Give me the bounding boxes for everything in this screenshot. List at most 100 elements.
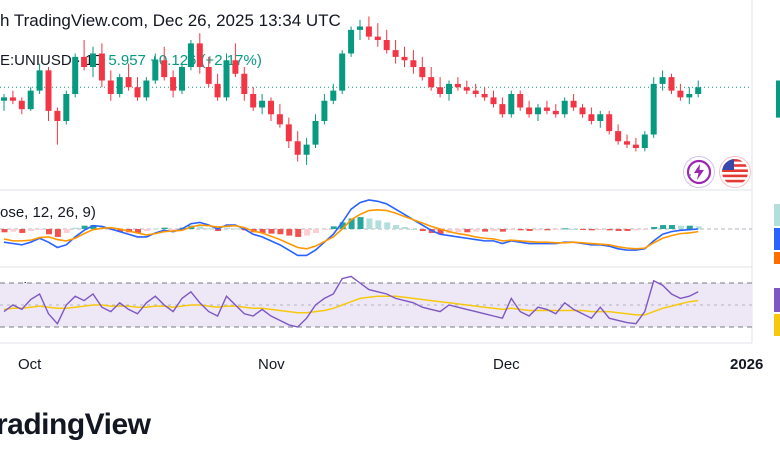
macd-hist-axis-tag [774, 204, 780, 226]
lightning-badge-icon[interactable] [683, 156, 715, 188]
candle-body [632, 144, 639, 148]
candle-body [18, 100, 25, 110]
macd-histogram-bar [615, 229, 622, 231]
macd-histogram-bar [197, 226, 204, 229]
candle-body [250, 94, 257, 108]
macd-histogram-bar [651, 227, 658, 229]
macd-histogram-bar [215, 229, 222, 231]
macd-histogram-bar [170, 229, 177, 230]
candle-body [116, 77, 123, 94]
macd-histogram-bar [54, 229, 61, 237]
candle-body [348, 29, 355, 54]
candle-body [454, 83, 461, 88]
macd-histogram-bar [642, 229, 649, 230]
macd-histogram-bar [348, 218, 355, 229]
candle-body [624, 141, 630, 145]
macd-histogram-bar [277, 229, 284, 235]
candle-body [776, 80, 780, 118]
candle-body [259, 100, 266, 108]
macd-histogram-bar [135, 229, 141, 233]
candle-body [268, 100, 274, 115]
macd-histogram-bar [330, 226, 337, 229]
rsi-ma-axis-tag [774, 314, 780, 336]
macd-histogram-bar [366, 218, 373, 229]
macd-histogram-bar [339, 222, 346, 229]
macd-histogram-bar [669, 225, 675, 229]
rsi-ma-line [3, 295, 699, 316]
macd-histogram-bar [580, 229, 586, 230]
macd-histogram-bar [686, 225, 693, 229]
macd-histogram-bar [437, 229, 444, 235]
candle-body [27, 90, 34, 110]
x-tick-dec: Dec [493, 356, 520, 373]
candle-body [72, 56, 79, 94]
macd-histogram-bar [393, 225, 400, 229]
macd-histogram-bar [660, 225, 667, 229]
macd-histogram-bar [304, 229, 311, 236]
macd-legend-label: ose, 12, 26, 9) [0, 204, 96, 221]
macd-histogram-bar [117, 229, 124, 232]
macd-histogram-bar [143, 229, 150, 231]
candle-body [339, 53, 346, 91]
macd-histogram-bar [526, 229, 533, 231]
macd-histogram-bar [508, 229, 515, 230]
candle-body [401, 56, 408, 61]
candle-body [543, 107, 550, 111]
candle-body [152, 60, 159, 81]
price-value: 5.957 [108, 52, 146, 69]
candle-body [54, 110, 61, 121]
macd-histogram-bar [464, 229, 471, 233]
macd-histogram-bar [499, 229, 506, 232]
candle-body [241, 73, 248, 94]
candle-body [668, 77, 675, 91]
candle-body [615, 131, 622, 142]
macd-histogram-bar [517, 229, 524, 231]
macd-histogram-bar [695, 226, 702, 229]
rsi-axis-tag [774, 288, 780, 312]
candle-body [357, 26, 363, 30]
candle-body [107, 80, 114, 94]
candle-body [214, 83, 221, 98]
candle-body [98, 53, 105, 81]
candle-body [45, 70, 52, 111]
macd-histogram-bar [357, 217, 364, 229]
macd-histogram-bar [268, 229, 275, 234]
candle-body [143, 80, 150, 98]
candle-body [276, 114, 283, 125]
macd-histogram-bar [473, 229, 480, 232]
macd-histogram-bar [677, 225, 684, 229]
macd-histogram-bar [571, 229, 578, 230]
candle-body [428, 77, 435, 88]
candle-body [374, 36, 381, 40]
macd-histogram-bar [491, 229, 497, 231]
candle-body [410, 60, 417, 67]
candle-body [499, 104, 506, 115]
macd-histogram-bar [81, 225, 88, 229]
macd-histogram-bar [384, 222, 391, 229]
candle-body [695, 87, 702, 94]
candle-body [588, 114, 595, 121]
macd-histogram-bar [152, 228, 159, 230]
candle-body [463, 87, 470, 91]
candle-body [508, 94, 515, 115]
macd-histogram-bar [28, 229, 35, 231]
candle-body [232, 60, 239, 74]
signal-axis-tag [774, 252, 780, 264]
tradingview-logo-text: radingView [0, 408, 151, 441]
us-flag-icon[interactable] [719, 156, 751, 188]
candle-body [677, 90, 684, 98]
candle-body [303, 144, 310, 155]
candle-body [597, 114, 604, 121]
candle-body [383, 40, 390, 51]
macd-histogram-bar [313, 229, 319, 233]
macd-histogram-bar [597, 229, 604, 230]
macd-histogram-bar [161, 227, 168, 229]
candle-body [517, 94, 524, 108]
candle-body [579, 107, 586, 115]
candle-body [187, 43, 194, 67]
candle-body [392, 50, 399, 57]
candle-body [90, 53, 96, 67]
macd-histogram-bar [295, 229, 302, 237]
macd-histogram-bar [46, 229, 52, 235]
